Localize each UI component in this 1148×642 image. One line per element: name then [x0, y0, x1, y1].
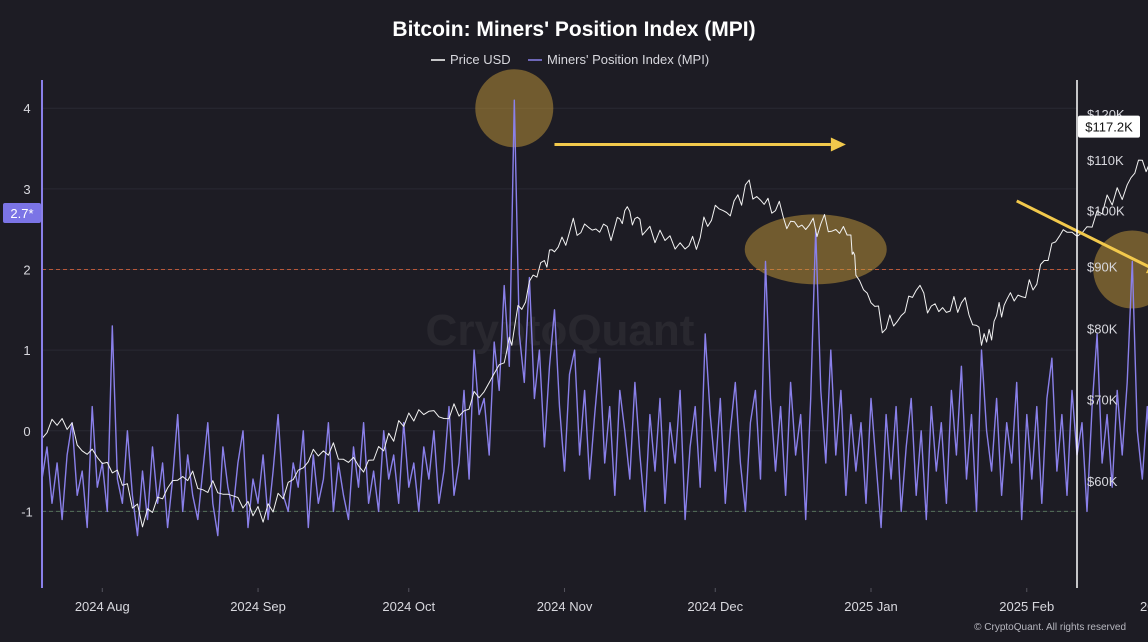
highlight-circle-2 [1093, 230, 1148, 309]
right-current-badge: $117.2K [1078, 115, 1140, 138]
x-axis-ticks: 2024 Aug 2024 Sep 2024 Oct 2024 Nov 2024 Dec… [75, 588, 1148, 614]
grid [42, 107, 1077, 512]
right-tick-label: $70K [1087, 392, 1118, 407]
left-current-badge: 2.7* [3, 203, 41, 224]
left-current-badge-bg [3, 203, 41, 224]
right-tick-label: $80K [1087, 322, 1118, 337]
trend-arrow-head-0 [830, 137, 846, 152]
mpi-series-line [41, 99, 1148, 537]
left-tick-label: 0 [23, 424, 30, 439]
right-current-badge-bg [1078, 115, 1140, 138]
right-tick-label: $90K [1087, 259, 1118, 274]
left-tick-label: 1 [23, 343, 30, 358]
left-tick-label: 2 [23, 262, 30, 277]
legend-label-price[interactable]: Price USD [450, 52, 511, 67]
x-tick-label: 2025 Jan [844, 599, 898, 614]
left-current-value: 2.7* [10, 206, 33, 221]
legend: Price USD Miners' Position Index (MPI) [431, 52, 709, 67]
reference-lines [42, 268, 1077, 512]
left-tick-label: 3 [23, 182, 30, 197]
left-tick-label: -1 [21, 504, 33, 519]
x-tick-label: 2025 Mar [1140, 599, 1148, 614]
right-tick-label: $110K [1087, 153, 1124, 168]
right-tick-label: $100K [1087, 204, 1125, 219]
x-tick-label: 2024 Sep [230, 599, 286, 614]
right-current-value: $117.2K [1085, 120, 1133, 135]
x-tick-label: 2024 Oct [382, 599, 435, 614]
price-series-line [41, 159, 1148, 528]
trend-arrows [554, 137, 1148, 274]
x-tick-label: 2025 Feb [999, 599, 1054, 614]
chart-title: Bitcoin: Miners' Position Index (MPI) [392, 18, 755, 41]
trend-arrow-head-1 [1145, 268, 1148, 274]
left-axis-ticks: 4 3 2 1 0 -1 [21, 101, 33, 519]
watermark: CryptoQuant [426, 306, 695, 355]
copyright-footer: © CryptoQuant. All rights reserved [974, 622, 1126, 633]
right-tick-label: $60K [1087, 474, 1118, 489]
x-tick-label: 2024 Nov [537, 599, 593, 614]
legend-label-mpi[interactable]: Miners' Position Index (MPI) [547, 52, 709, 67]
trend-arrow-1 [1016, 199, 1148, 269]
left-tick-label: 4 [23, 101, 30, 116]
x-tick-label: 2024 Dec [687, 599, 743, 614]
x-tick-label: 2024 Aug [75, 599, 130, 614]
